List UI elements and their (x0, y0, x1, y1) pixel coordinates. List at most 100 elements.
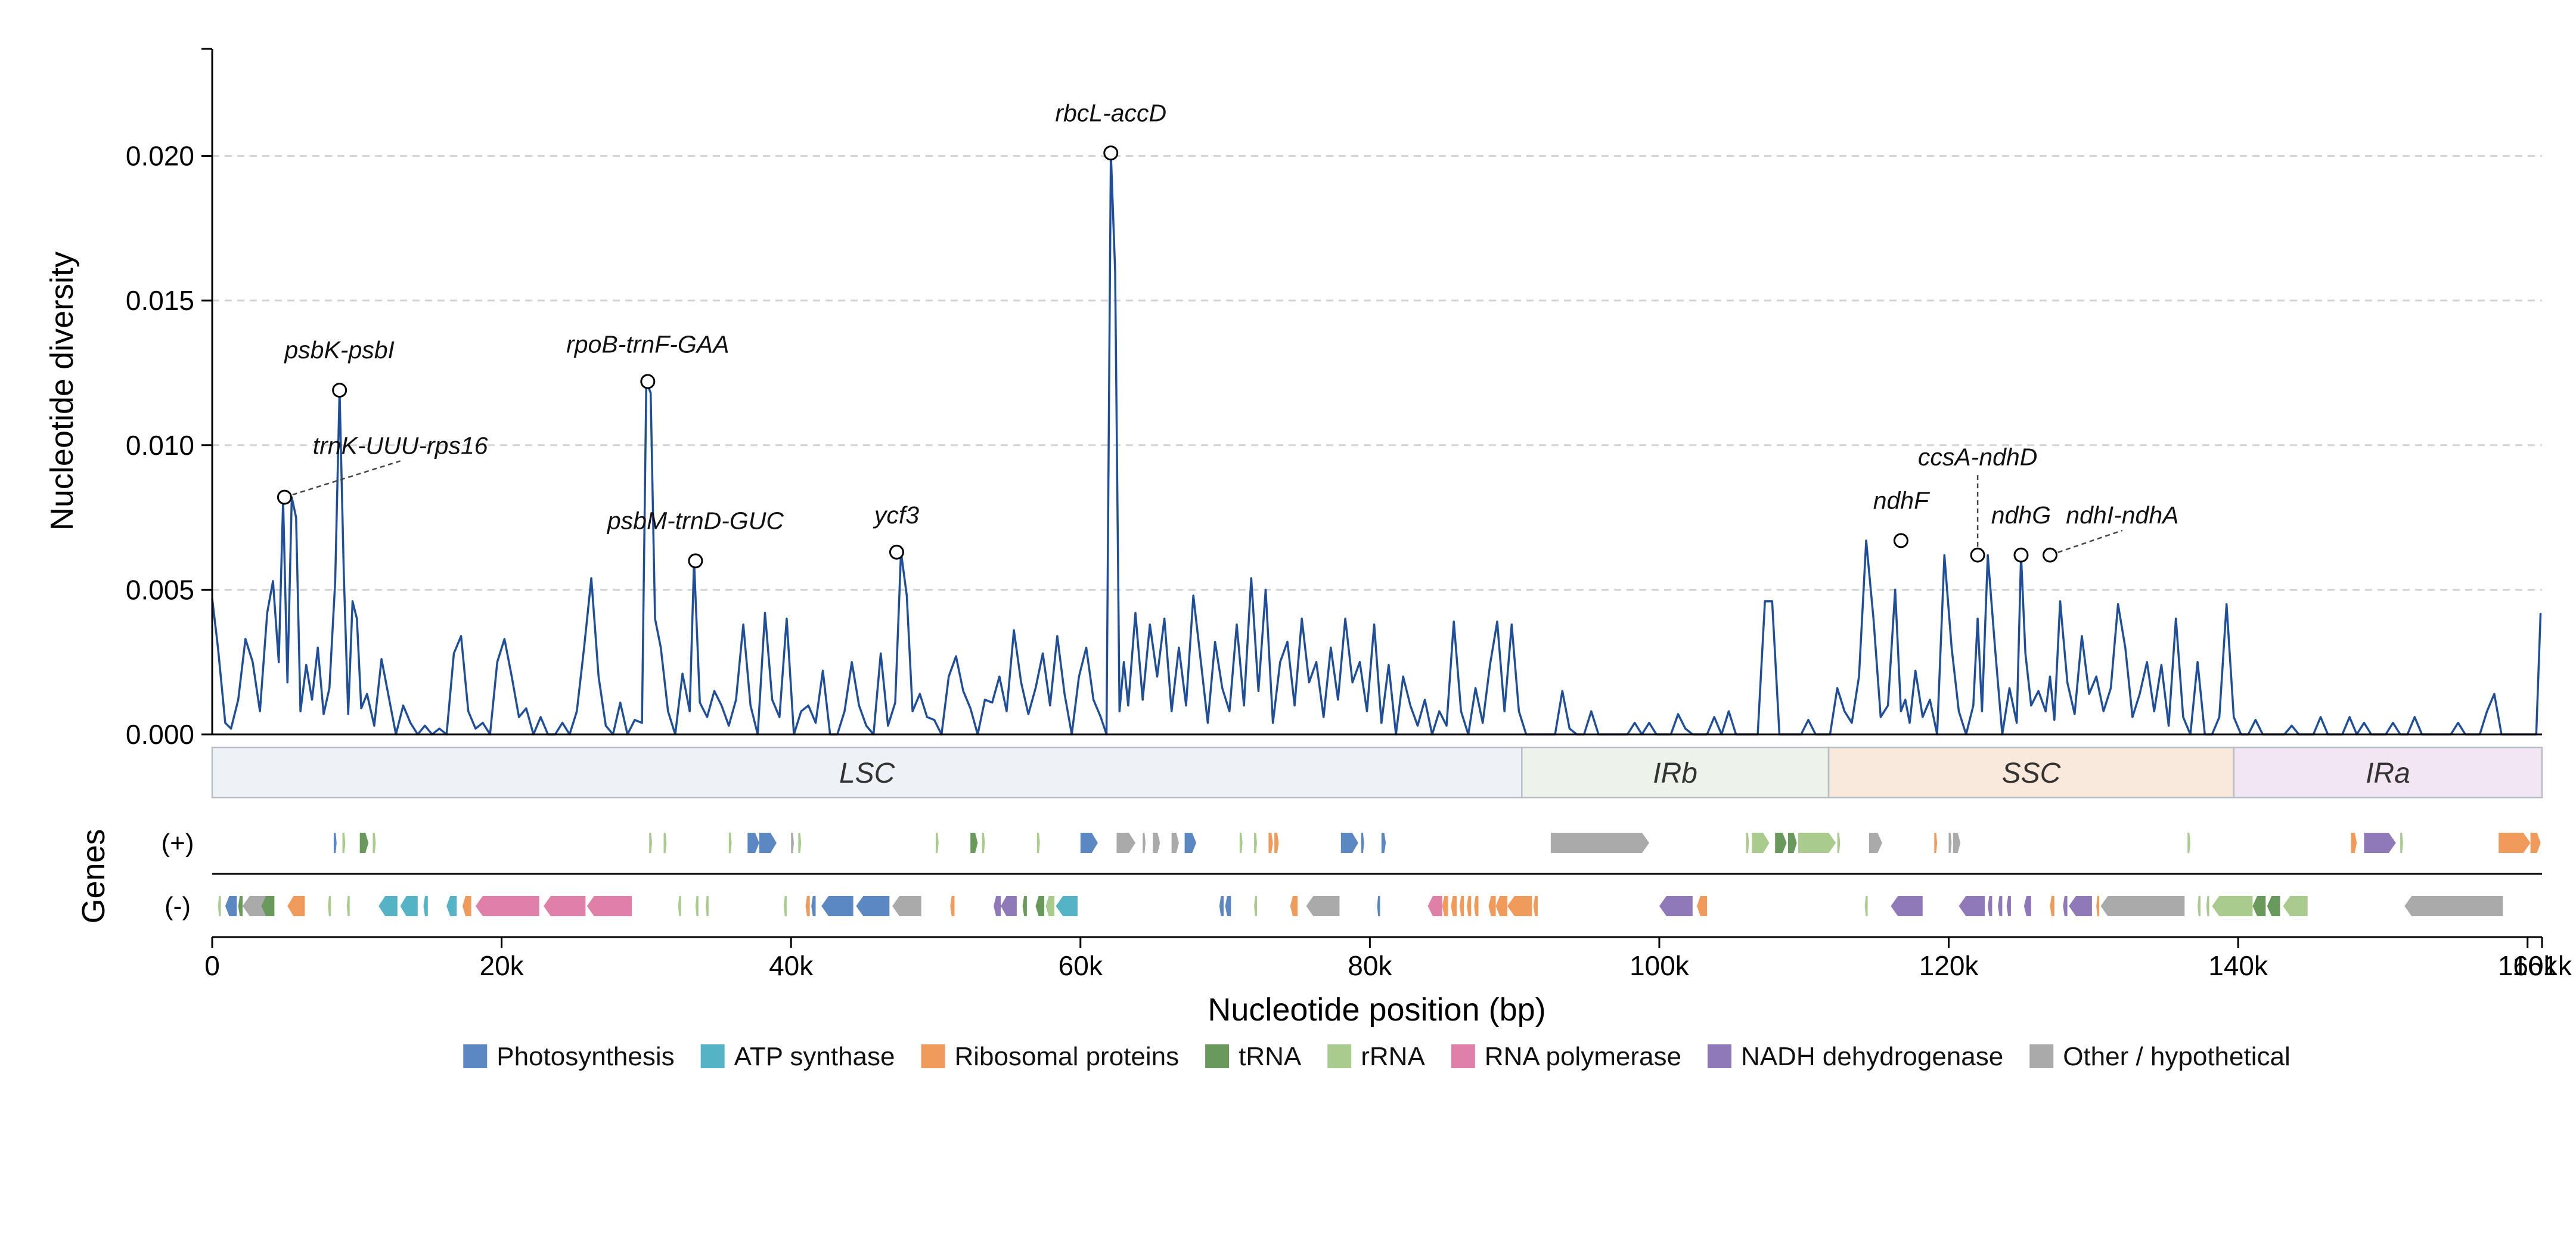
peak-marker (1103, 145, 1119, 161)
annotation-label: trnK-UUU-rps16 (313, 432, 488, 459)
gene-minus-strand (2267, 896, 2280, 916)
diversity-line-plot (211, 151, 2542, 736)
gene-minus-strand (225, 896, 237, 916)
gene-minus-strand (346, 896, 350, 916)
region-block (1827, 746, 2235, 799)
legend: Photosynthesis ATP synthase Ribosomal prot… (463, 1042, 2291, 1071)
gene-minus-strand (238, 896, 243, 916)
gene-minus-strand (1488, 896, 1496, 916)
annotation-label: psbM-trnD-GUC (606, 507, 784, 534)
gene-plus-strand (342, 833, 346, 853)
gene-minus-strand (1022, 896, 1027, 916)
gene-minus-strand (2404, 896, 2503, 916)
annotation-label: rpoB-trnF-GAA (566, 330, 729, 358)
gene-minus-strand (678, 896, 681, 916)
gene-plus-strand (1550, 833, 1649, 853)
x-tick-label: 160k (2498, 950, 2558, 981)
legend-label: tRNA (1239, 1042, 1302, 1071)
x-tick-label: 60k (1059, 950, 1103, 981)
gene-plus-strand (2187, 833, 2190, 853)
gene-minus-strand (218, 896, 221, 916)
gene-plus-strand (373, 833, 376, 853)
legend-swatch (700, 1044, 725, 1068)
gene-minus-strand (400, 896, 418, 916)
gene-minus-strand (805, 896, 810, 916)
gene-minus-strand (1891, 896, 1923, 916)
gene-plus-strand (1381, 833, 1386, 853)
x-axis-title: Nucleotide position (bp) (1208, 992, 1545, 1028)
gene-plus-strand (798, 833, 802, 853)
gene-plus-strand (1036, 833, 1040, 853)
gene-minus-strand (2096, 896, 2099, 916)
annotation-leader (284, 460, 401, 498)
gene-minus-strand (1254, 896, 1257, 916)
x-tick-label: 100k (1630, 950, 1690, 981)
x-tick-label: 20k (480, 950, 524, 981)
gene-minus-strand (1495, 896, 1507, 916)
legend-label: NADH dehydrogenase (1741, 1042, 2003, 1071)
region-label: IRa (2366, 758, 2410, 789)
gene-plus-strand (663, 833, 667, 853)
legend-swatch (921, 1044, 945, 1068)
gene-minus-strand (856, 896, 890, 916)
peak-marker (277, 489, 292, 505)
gene-minus-strand (378, 896, 398, 916)
gene-minus-strand (1959, 896, 1985, 916)
gene-minus-strand (1459, 896, 1464, 916)
annotation-label: ndhF (1873, 487, 1930, 514)
x-tick-label: 0 (204, 950, 220, 981)
gene-minus-strand (475, 896, 539, 916)
region-block (211, 746, 1523, 799)
annotation-label: ndhG (1991, 501, 2051, 529)
peak-marker (688, 553, 703, 569)
gene-minus-strand (2206, 896, 2209, 916)
legend-label: RNA polymerase (1485, 1042, 1681, 1071)
legend-swatch (1451, 1044, 1475, 1068)
annotation-label: ndhI-ndhA (2066, 501, 2178, 529)
gene-minus-strand (1056, 896, 1078, 916)
minus-strand-label: (-) (165, 892, 191, 921)
legend-swatch (1327, 1044, 1352, 1068)
gene-plus-strand (747, 833, 759, 853)
region-block (1521, 746, 1830, 799)
gene-minus-strand (1306, 896, 1340, 916)
diversity-series-line (211, 151, 2542, 736)
gene-minus-strand (1474, 896, 1479, 916)
gene-plus-strand (1869, 833, 1882, 853)
legend-swatch (1707, 1044, 1731, 1068)
gene-plus-strand (1274, 833, 1279, 853)
gene-minus-strand (1225, 896, 1231, 916)
gene-plus-strand (1153, 833, 1160, 853)
gene-plus-strand (1239, 833, 1243, 853)
legend-swatch (1205, 1044, 1230, 1068)
axes: 0.000 0.005 0.010 0.015 0.020 (126, 48, 2542, 750)
peak-marker (2042, 547, 2057, 563)
y-axis-title: Nucleotide diversity (44, 252, 80, 531)
gene-minus-strand (811, 896, 816, 916)
genes-track-label: Genes (76, 829, 111, 923)
gene-plus-strand (1268, 833, 1273, 853)
gene-plus-strand (1953, 833, 1960, 853)
gene-plus-strand (359, 833, 369, 853)
annotation-leader (2050, 529, 2123, 556)
gene-minus-strand (1659, 896, 1693, 916)
gene-plus-strand (1080, 833, 1098, 853)
gene-minus-strand (1998, 896, 2003, 916)
x-tick-label: 80k (1348, 950, 1392, 981)
gene-minus-strand (1507, 896, 1532, 916)
legend-label: ATP synthase (734, 1042, 895, 1071)
gene-tracks (212, 833, 2542, 916)
peak-marker (640, 374, 656, 389)
gene-minus-strand (1427, 896, 1442, 916)
gene-minus-strand (287, 896, 305, 916)
gene-minus-strand (328, 896, 331, 916)
legend-label: Photosynthesis (496, 1042, 674, 1071)
gene-minus-strand (1533, 896, 1538, 916)
gene-minus-strand (1451, 896, 1457, 916)
gene-plus-strand (333, 833, 337, 853)
gene-plus-strand (2351, 833, 2357, 853)
peak-annotations: trnK-UUU-rps16 psbK-psbI rpoB-trnF-GAA psbM… (277, 99, 2179, 569)
legend-swatch (463, 1044, 488, 1068)
